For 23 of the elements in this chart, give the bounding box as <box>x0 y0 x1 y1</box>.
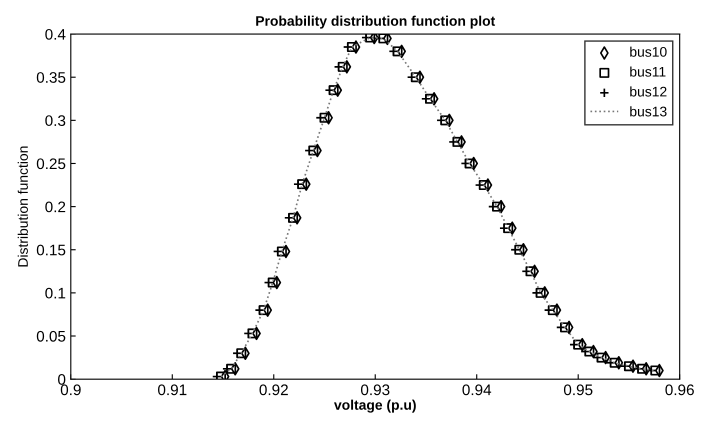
legend-label: bus10 <box>630 46 667 57</box>
y-tick-label: 0.1 <box>45 288 66 299</box>
x-tick-label: 0.94 <box>462 384 492 396</box>
y-tick-label: 0 <box>58 374 66 385</box>
x-tick-label: 0.9 <box>60 384 81 396</box>
x-axis-title: voltage (p.u) <box>334 400 416 413</box>
y-tick-label: 0.4 <box>45 28 66 40</box>
x-tick-label: 0.91 <box>158 384 186 396</box>
y-tick-label: 0.35 <box>36 72 66 83</box>
y-axis-title: Distribution function <box>18 146 28 266</box>
y-tick-label: 0.25 <box>36 158 66 170</box>
y-tick-label: 0.05 <box>36 330 66 342</box>
x-tick-label: 0.92 <box>259 384 288 396</box>
chart-title: Probability distribution function plot <box>256 16 496 29</box>
x-tick-label: 0.96 <box>665 384 694 396</box>
y-tick-label: 0.2 <box>45 201 66 212</box>
x-tick-label: 0.93 <box>360 384 390 396</box>
legend-label: bus13 <box>630 106 667 116</box>
y-tick-label: 0.15 <box>36 244 66 256</box>
x-tick-label: 0.95 <box>564 384 592 396</box>
legend-label: bus12 <box>630 86 666 97</box>
y-tick-label: 0.3 <box>45 115 66 126</box>
legend-label: bus11 <box>630 66 666 77</box>
